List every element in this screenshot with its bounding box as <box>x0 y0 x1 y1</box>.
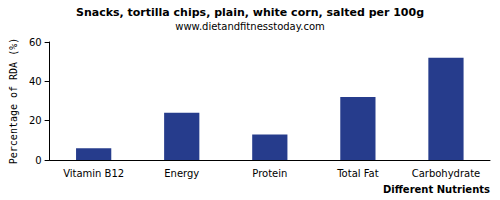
svg-text:Protein: Protein <box>252 168 287 179</box>
svg-text:Energy: Energy <box>164 168 199 179</box>
svg-text:Carbohydrate: Carbohydrate <box>412 168 481 179</box>
svg-text:0: 0 <box>35 155 41 166</box>
svg-text:Snacks, tortilla chips, plain,: Snacks, tortilla chips, plain, white cor… <box>76 6 424 19</box>
svg-text:60: 60 <box>29 37 42 48</box>
svg-text:Different Nutrients: Different Nutrients <box>383 184 490 195</box>
svg-text:Percentage of RDA (%): Percentage of RDA (%) <box>8 38 19 164</box>
svg-text:40: 40 <box>29 76 42 87</box>
svg-text:Vitamin B12: Vitamin B12 <box>63 168 124 179</box>
svg-text:www.dietandfitnesstoday.com: www.dietandfitnesstoday.com <box>175 21 324 32</box>
svg-text:20: 20 <box>29 115 42 126</box>
svg-text:Total Fat: Total Fat <box>336 168 378 179</box>
